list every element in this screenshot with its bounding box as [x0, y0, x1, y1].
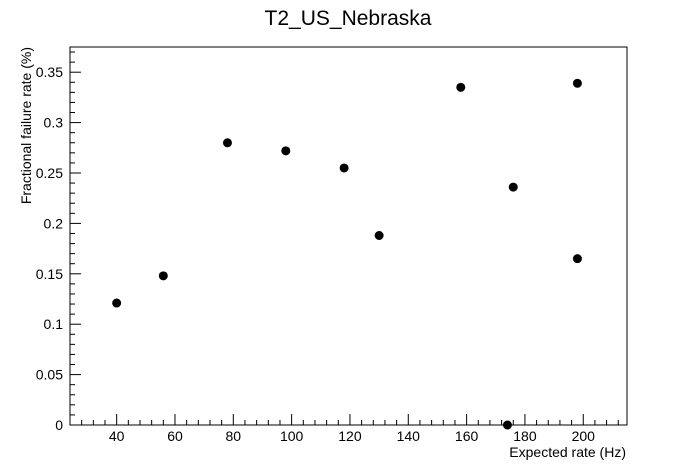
- y-tick-label: 0.05: [36, 367, 63, 383]
- y-tick-label: 0.25: [36, 165, 63, 181]
- data-point: [281, 146, 291, 156]
- data-point: [572, 78, 582, 88]
- plot-frame: [69, 46, 628, 426]
- x-tick-label: 160: [455, 428, 479, 444]
- data-point: [339, 163, 349, 173]
- x-tick-label: 140: [397, 428, 421, 444]
- y-tick-label: 0.15: [36, 266, 63, 282]
- x-tick-label: 40: [109, 428, 125, 444]
- x-axis-ticks: 40 60 80 100 120 140 160 180 200: [109, 414, 595, 444]
- chart-title: T2_US_Nebraska: [265, 7, 432, 30]
- y-tick-label: 0.2: [44, 215, 64, 231]
- data-point: [222, 138, 232, 148]
- x-tick-label: 200: [572, 428, 596, 444]
- data-point: [112, 298, 122, 308]
- data-points: [112, 78, 582, 430]
- y-axis-label: Fractional failure rate (%): [18, 47, 34, 204]
- data-point: [158, 271, 168, 281]
- data-point: [456, 82, 466, 92]
- data-point: [374, 230, 384, 240]
- y-axis-ticks: 0 0.05 0.1 0.15 0.2 0.25 0.3 0.35: [36, 64, 81, 433]
- data-point: [572, 254, 582, 264]
- y-tick-label: 0: [55, 417, 63, 433]
- x-tick-label: 80: [226, 428, 242, 444]
- minor-ticks: [70, 51, 619, 425]
- x-tick-label: 60: [167, 428, 183, 444]
- x-tick-label: 100: [280, 428, 304, 444]
- x-axis-label: Expected rate (Hz): [509, 444, 626, 460]
- y-tick-label: 0.3: [44, 115, 64, 131]
- data-point: [508, 182, 518, 192]
- y-tick-label: 0.1: [44, 316, 64, 332]
- x-tick-label: 120: [338, 428, 362, 444]
- x-tick-label: 180: [513, 428, 537, 444]
- data-point: [502, 420, 512, 430]
- y-tick-label: 0.35: [36, 64, 63, 80]
